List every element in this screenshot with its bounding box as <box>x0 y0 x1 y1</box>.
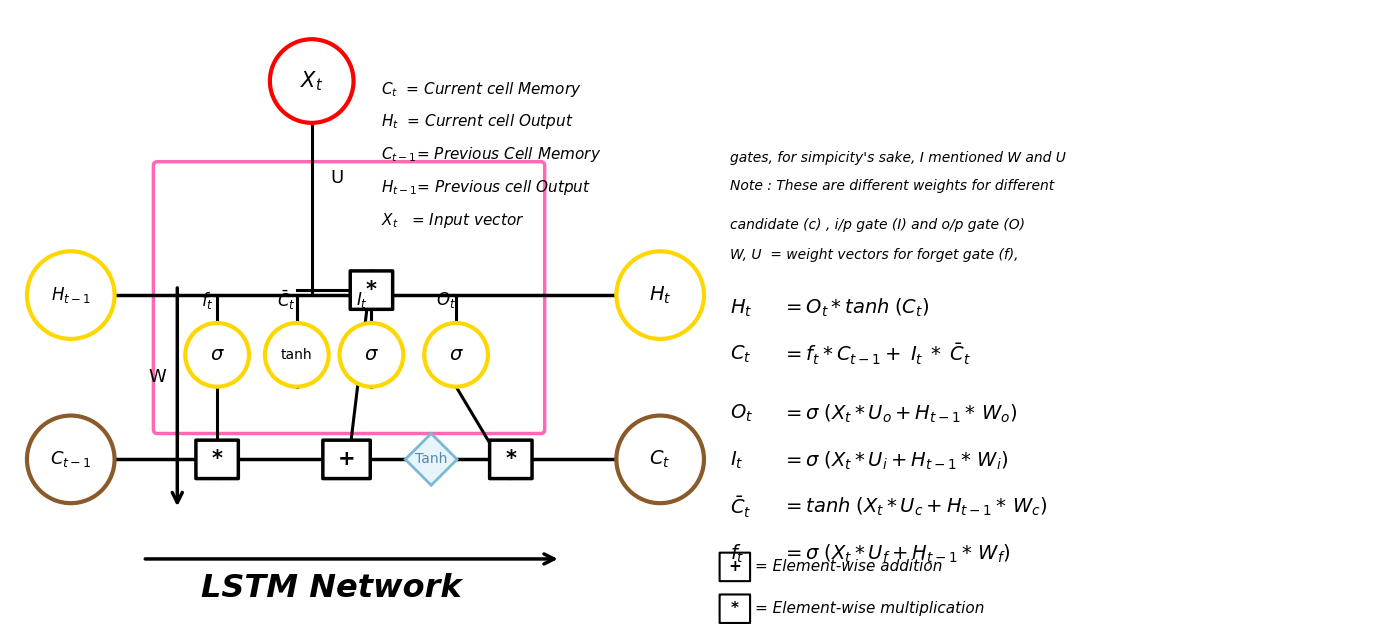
Text: $H_{t-1}$: $H_{t-1}$ <box>50 285 91 305</box>
Text: $H_t$  = Current cell Output: $H_t$ = Current cell Output <box>381 112 574 131</box>
Text: $= O_t * tanh \;( C_t )$: $= O_t * tanh \;( C_t )$ <box>781 297 928 319</box>
Text: LSTM Network: LSTM Network <box>202 573 462 605</box>
Polygon shape <box>405 434 456 485</box>
Text: $\sigma$: $\sigma$ <box>448 345 463 364</box>
Text: $C_t$: $C_t$ <box>729 344 752 366</box>
Circle shape <box>185 323 249 387</box>
Text: $\bar{C}_t$: $\bar{C}_t$ <box>729 495 752 520</box>
Text: $C_t$  = Current cell Memory: $C_t$ = Current cell Memory <box>381 79 582 98</box>
Text: $\bar{C}_t$: $\bar{C}_t$ <box>277 288 297 312</box>
Circle shape <box>27 415 115 503</box>
Text: $X_t$: $X_t$ <box>300 69 323 93</box>
FancyBboxPatch shape <box>154 162 545 434</box>
Text: $C_{t-1}$= Previous Cell Memory: $C_{t-1}$= Previous Cell Memory <box>381 145 602 164</box>
Text: $I_t$: $I_t$ <box>356 290 367 310</box>
Text: $= \sigma \;( X_t * U_o + H_{t-1}*\, W_o )$: $= \sigma \;( X_t * U_o + H_{t-1}*\, W_o… <box>781 403 1018 425</box>
Text: candidate (c) , i/p gate (I) and o/p gate (O): candidate (c) , i/p gate (I) and o/p gat… <box>729 218 1025 232</box>
Text: *: * <box>211 450 223 469</box>
Circle shape <box>340 323 403 387</box>
FancyBboxPatch shape <box>490 440 532 479</box>
Text: = Element-wise addition: = Element-wise addition <box>755 559 942 575</box>
Text: *: * <box>365 280 377 300</box>
Text: W: W <box>148 368 167 386</box>
Text: $H_t$: $H_t$ <box>729 297 752 319</box>
Circle shape <box>616 251 704 339</box>
Text: W, U  = weight vectors for forget gate (f),: W, U = weight vectors for forget gate (f… <box>729 248 1018 262</box>
Text: $= f_t * C_{t-1} +\; I_t \;*\; \bar{C}_t$: $= f_t * C_{t-1} +\; I_t \;*\; \bar{C}_t… <box>781 342 972 368</box>
Circle shape <box>27 251 115 339</box>
Text: +: + <box>337 450 356 469</box>
Text: $\sigma$: $\sigma$ <box>364 345 379 364</box>
Text: $X_t$   = Input vector: $X_t$ = Input vector <box>381 211 525 230</box>
Text: $C_t$: $C_t$ <box>650 449 671 470</box>
Text: $C_{t-1}$: $C_{t-1}$ <box>50 450 91 469</box>
Text: $O_t$: $O_t$ <box>729 403 753 424</box>
FancyBboxPatch shape <box>720 594 750 623</box>
Text: *: * <box>505 450 517 469</box>
Text: Tanh: Tanh <box>414 452 448 466</box>
Circle shape <box>270 39 354 123</box>
Text: gates, for simpicity's sake, I mentioned W and U: gates, for simpicity's sake, I mentioned… <box>729 150 1065 164</box>
Text: $= \sigma \;( X_t * U_f + H_{t-1}*\, W_f )$: $= \sigma \;( X_t * U_f + H_{t-1}*\, W_f… <box>781 543 1011 565</box>
FancyBboxPatch shape <box>196 440 238 479</box>
Text: $H_t$: $H_t$ <box>650 284 672 305</box>
Text: $f_t$: $f_t$ <box>729 543 745 565</box>
Text: $O_t$: $O_t$ <box>437 290 456 310</box>
FancyBboxPatch shape <box>720 552 750 581</box>
Text: +: + <box>728 559 741 575</box>
Text: $= \sigma \;( X_t * U_i + H_{t-1}*\, W_i )$: $= \sigma \;( X_t * U_i + H_{t-1}*\, W_i… <box>781 449 1008 472</box>
Text: = Element-wise multiplication: = Element-wise multiplication <box>755 601 984 616</box>
Text: $f_t$: $f_t$ <box>200 290 214 311</box>
Text: $I_t$: $I_t$ <box>729 450 743 471</box>
Text: $= tanh \;( X_t * U_c + H_{t-1}*\, W_c )$: $= tanh \;( X_t * U_c + H_{t-1}*\, W_c )… <box>781 496 1047 518</box>
Text: U: U <box>330 169 343 187</box>
Circle shape <box>265 323 329 387</box>
Text: tanh: tanh <box>281 348 312 362</box>
FancyBboxPatch shape <box>323 440 370 479</box>
FancyBboxPatch shape <box>350 271 392 309</box>
Text: Note : These are different weights for different: Note : These are different weights for d… <box>729 178 1054 192</box>
Text: $\sigma$: $\sigma$ <box>210 345 224 364</box>
Text: $H_{t-1}$= Previous cell Output: $H_{t-1}$= Previous cell Output <box>381 178 591 197</box>
Circle shape <box>424 323 489 387</box>
Circle shape <box>616 415 704 503</box>
Text: *: * <box>731 601 739 616</box>
